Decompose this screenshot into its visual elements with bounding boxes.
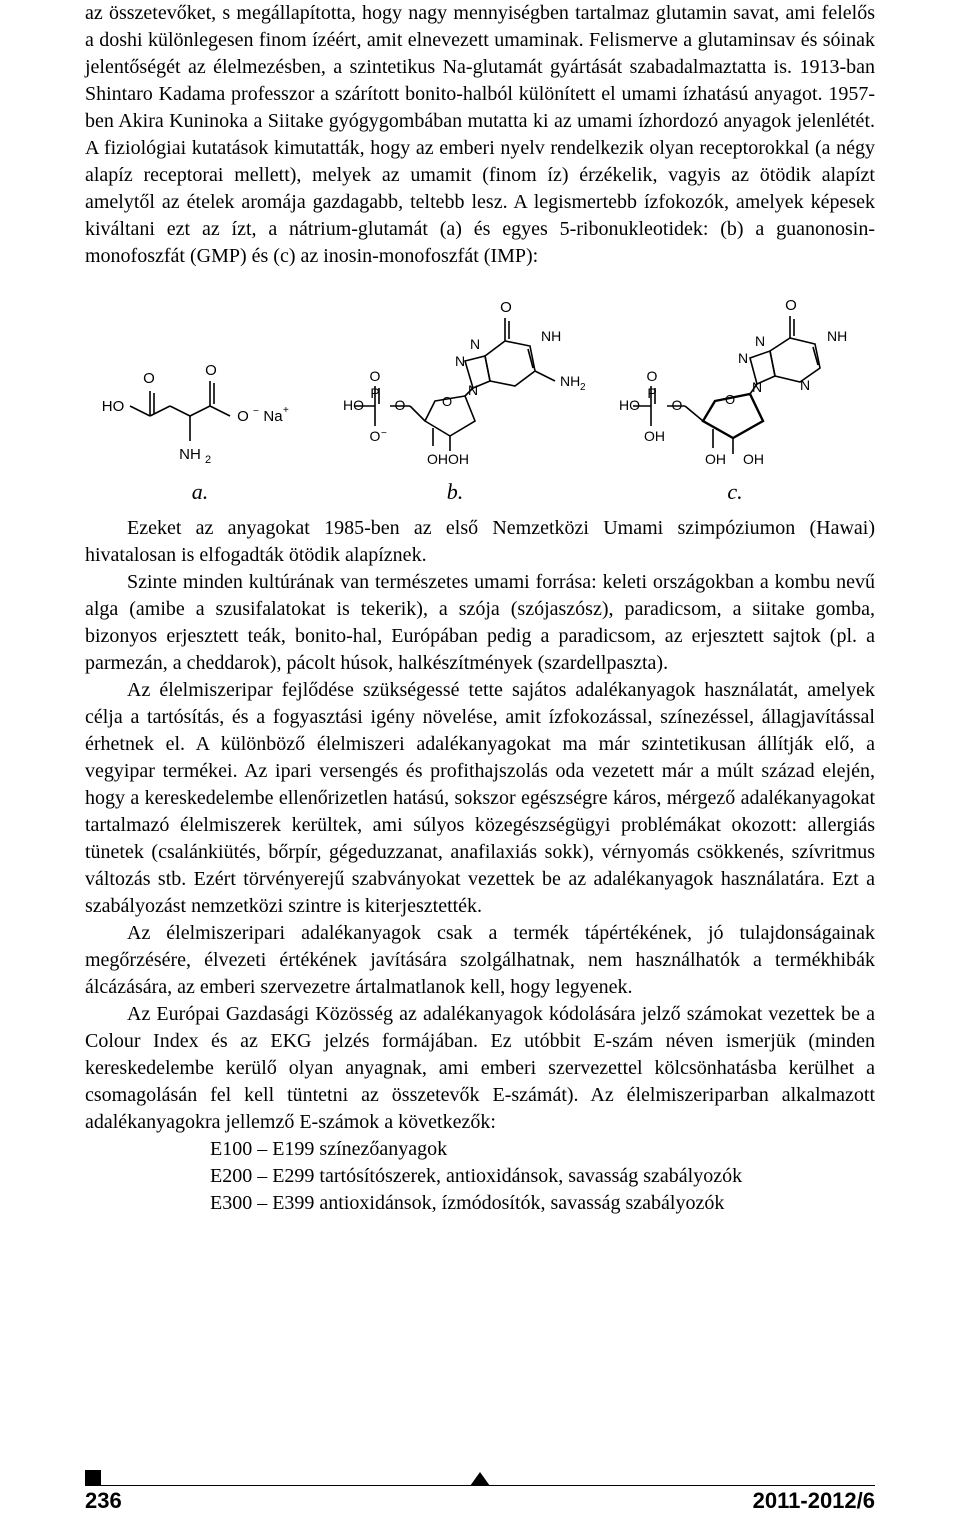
paragraph-6: Az Európai Gazdasági Közösség az adaléka… — [85, 1001, 875, 1136]
footer-triangle-marker — [470, 1472, 490, 1486]
svg-text:NH: NH — [827, 328, 847, 344]
svg-text:O: O — [370, 368, 381, 384]
svg-text:OH: OH — [644, 428, 665, 444]
issue-label: 2011-2012/6 — [753, 1488, 875, 1514]
svg-text:O: O — [725, 392, 735, 407]
svg-text:−: − — [253, 406, 259, 417]
svg-text:N: N — [455, 353, 465, 369]
svg-text:N: N — [738, 350, 748, 366]
svg-text:N: N — [755, 333, 765, 349]
svg-text:O: O — [785, 297, 797, 314]
svg-text:P: P — [370, 385, 379, 401]
svg-text:O: O — [500, 299, 512, 316]
svg-text:2: 2 — [580, 382, 585, 393]
svg-text:HO: HO — [343, 397, 364, 413]
page-number: 236 — [85, 1488, 122, 1514]
diagram-b-label: b. — [447, 479, 464, 505]
svg-text:N: N — [470, 336, 480, 352]
footer-square-marker — [85, 1470, 101, 1486]
molecule-a-svg: O O HO O − Na + NH 2 — [95, 351, 305, 471]
e-number-list: E100 – E199 színezőanyagok E200 – E299 t… — [210, 1136, 875, 1217]
svg-text:NH: NH — [179, 446, 201, 463]
svg-text:NH: NH — [541, 328, 561, 344]
paragraph-1: az összetevőket, s megállapította, hogy … — [85, 0, 875, 270]
svg-text:O: O — [370, 428, 381, 444]
paragraph-5: Az élelmiszeripari adalékanyagok csak a … — [85, 920, 875, 1001]
svg-text:O: O — [205, 362, 217, 379]
svg-text:N: N — [468, 382, 478, 398]
e-item-3: E300 – E399 antioxidánsok, ízmódosítók, … — [210, 1190, 875, 1217]
svg-text:O: O — [442, 394, 452, 409]
page-footer: 236 2011-2012/6 — [85, 1488, 875, 1514]
svg-text:O: O — [143, 370, 155, 387]
svg-text:O: O — [672, 397, 683, 413]
e-item-2: E200 – E299 tartósítószerek, antioxidáns… — [210, 1163, 875, 1190]
paragraph-4: Az élelmiszeripar fejlődése szükségessé … — [85, 677, 875, 920]
svg-text:−: − — [381, 428, 387, 439]
diagram-a-label: a. — [192, 479, 209, 505]
chemical-diagrams-row: O O HO O − Na + NH 2 a. — [85, 305, 875, 505]
svg-text:+: + — [283, 405, 289, 416]
svg-text:OH: OH — [705, 451, 726, 467]
svg-text:OH: OH — [448, 451, 469, 467]
svg-text:O: O — [395, 397, 406, 413]
svg-text:Na: Na — [263, 408, 283, 425]
svg-text:OH: OH — [427, 451, 448, 467]
svg-text:NH: NH — [560, 373, 580, 389]
svg-text:O: O — [647, 368, 658, 384]
svg-text:2: 2 — [205, 454, 211, 466]
svg-text:OH: OH — [743, 451, 764, 467]
svg-text:N: N — [800, 377, 810, 393]
svg-text:O: O — [237, 408, 249, 425]
diagram-c: O NH N N N N HO P O O O OH OH OH c. — [605, 286, 865, 505]
paragraph-3: Szinte minden kultúrának van természetes… — [85, 569, 875, 677]
molecule-c-svg: O NH N N N N HO P O O O OH OH OH — [605, 286, 865, 471]
svg-text:N: N — [752, 379, 762, 395]
molecule-b-svg: O NH N N N NH 2 HO O O − P O O OH OH — [325, 286, 585, 471]
diagram-c-label: c. — [727, 479, 742, 505]
svg-text:HO: HO — [619, 397, 640, 413]
paragraph-2: Ezeket az anyagokat 1985-ben az első Nem… — [85, 515, 875, 569]
svg-text:HO: HO — [102, 398, 125, 415]
diagram-b: O NH N N N NH 2 HO O O − P O O OH OH b. — [325, 286, 585, 505]
svg-text:P: P — [647, 385, 656, 401]
diagram-a: O O HO O − Na + NH 2 a. — [95, 351, 305, 505]
e-item-1: E100 – E199 színezőanyagok — [210, 1136, 875, 1163]
